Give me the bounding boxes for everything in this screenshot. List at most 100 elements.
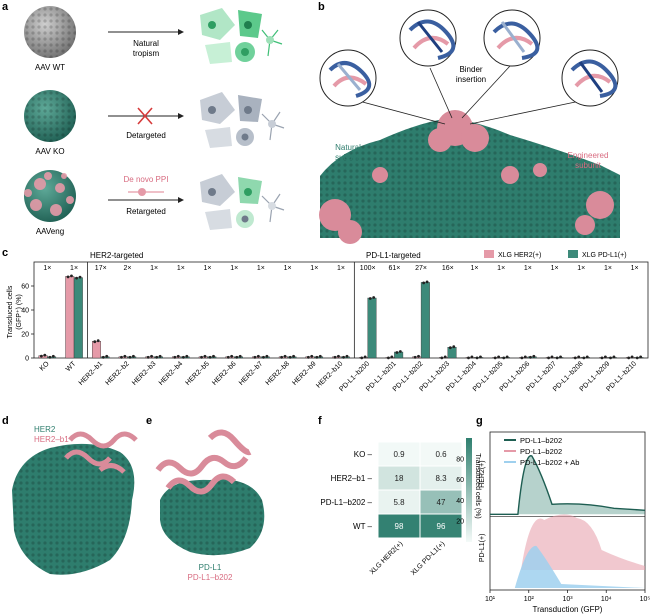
c-point — [96, 339, 100, 343]
c-bar-pdl1 — [474, 357, 484, 359]
pdl1-label: PD-L1 — [199, 563, 222, 572]
c-point — [627, 356, 631, 360]
retarget-arrowhead — [178, 197, 184, 203]
c-fold-label: 1× — [337, 265, 345, 272]
engineered-subunit-label-1: Engineered — [568, 151, 609, 160]
c-point — [105, 354, 109, 358]
c-point — [288, 355, 292, 359]
c-bar-pdl1 — [73, 277, 83, 359]
ppi-dot — [138, 188, 146, 196]
aaveng-label: AAVeng — [36, 227, 64, 236]
f-cell — [419, 465, 463, 491]
c-point — [550, 355, 554, 359]
c-point — [390, 355, 394, 359]
binder-structure-4 — [561, 49, 619, 107]
c-point — [467, 356, 470, 360]
c-point — [520, 356, 524, 360]
c-point — [181, 355, 185, 359]
c-point — [470, 355, 474, 359]
panel-label-b: b — [318, 1, 325, 13]
c-point — [43, 353, 47, 357]
c-point — [120, 355, 123, 359]
c-point — [256, 354, 260, 358]
binder-structure-1 — [319, 49, 377, 107]
c-bar-pdl1 — [367, 297, 377, 359]
c-point — [51, 354, 55, 358]
her2-b1-ribbon — [64, 431, 138, 474]
c-point — [262, 355, 265, 359]
c-point — [475, 356, 479, 360]
f-cell — [419, 441, 463, 467]
c-point — [48, 355, 52, 359]
c-fold-label: 27× — [415, 265, 427, 272]
c-fold-label: 1× — [551, 265, 559, 272]
c-fold-label: 16× — [442, 265, 454, 272]
c-bar-pdl1 — [447, 347, 457, 359]
panel-label-a: a — [2, 1, 9, 13]
c-point — [497, 355, 501, 359]
c-point — [417, 354, 420, 358]
natural-subunit-label-2: subunit — [335, 153, 362, 162]
c-point — [212, 354, 215, 358]
c-category-label: HER2–b5 — [185, 360, 211, 386]
f-row-label: KO – — [354, 450, 373, 459]
c-point — [609, 356, 612, 360]
panel-c: c Transduced cells (GFP⁺) (%) HER2-targe… — [2, 247, 649, 393]
c-point — [200, 355, 203, 359]
c-category-label: WT — [65, 360, 78, 373]
f-column-label: XLG HER2(+) — [369, 540, 405, 576]
panel-label-f: f — [318, 415, 322, 427]
g-histograms: PD-L1–b202 PD-L1–b202 PD-L1–b202 + Ab HER2(… — [479, 431, 651, 614]
f-cell-value: 8.3 — [435, 474, 447, 483]
cross-icon — [137, 107, 153, 125]
binder-structure-2 — [399, 9, 457, 67]
c-bar-pdl1 — [180, 356, 190, 359]
g-hist-fill-2 — [490, 514, 645, 570]
c-category-label: HER2–b2 — [104, 360, 130, 386]
f-row-label: HER2–b1 – — [331, 474, 373, 483]
c-point — [398, 350, 402, 353]
natural-subunit-label-1: Natural — [335, 143, 361, 152]
c-point — [582, 356, 586, 360]
c-point — [318, 354, 322, 358]
c-point — [555, 356, 559, 360]
c-point — [128, 355, 132, 359]
f-heatmap: KO – 0.9 0.6 HER2–b1 – 18 8.3 PD-L1–b202 – 5.8 4… — [320, 438, 472, 577]
c-bar-pdl1 — [100, 356, 110, 359]
c-point — [368, 297, 372, 300]
c-fold-label: 100× — [360, 265, 376, 272]
f-cell-value: 0.9 — [393, 450, 405, 459]
c-category-label: HER2–b3 — [131, 360, 157, 386]
legend-swatch-her2 — [484, 250, 494, 258]
c-point — [123, 354, 127, 358]
aav-ko-capsid-texture — [24, 90, 76, 142]
g-xtick-label: 10⁵ — [640, 596, 651, 603]
g-xtick-label: 10³ — [562, 596, 573, 603]
c-bar-pdl1 — [394, 351, 404, 359]
her2-surface-texture — [12, 443, 135, 575]
g-xtick-label: 10² — [524, 596, 535, 603]
panel-label-c: c — [2, 247, 8, 259]
f-colorbar-tick: 20 — [456, 519, 464, 526]
c-point — [203, 354, 207, 358]
c-point — [630, 355, 634, 359]
aaveng-binders — [24, 172, 74, 216]
c-point — [280, 355, 284, 359]
c-bar-pdl1 — [340, 356, 350, 359]
c-fold-label: 1× — [70, 265, 78, 272]
pdl1-surface-texture — [160, 479, 265, 556]
g-xlabel: Transduction (GFP) — [533, 605, 603, 614]
c-point — [523, 355, 527, 359]
c-point — [440, 356, 444, 360]
c-point — [158, 354, 162, 358]
c-point — [505, 355, 509, 359]
c-ytick-label: 60 — [21, 284, 29, 291]
f-cell-value: 5.8 — [393, 498, 405, 507]
c-point — [422, 281, 426, 285]
c-bar-pdl1 — [607, 357, 617, 359]
c-bar-pdl1 — [527, 356, 537, 359]
c-point — [585, 355, 589, 359]
c-category-label: HER2–b7 — [238, 360, 264, 386]
c-category-label: HER2–b1 — [78, 360, 104, 386]
c-fold-label: 1× — [497, 265, 505, 272]
